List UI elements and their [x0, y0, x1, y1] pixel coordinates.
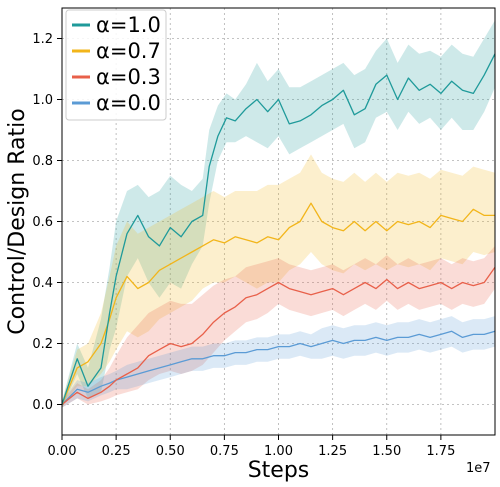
legend-entry: α=0.3: [96, 65, 161, 89]
band-alpha-0-7: [62, 154, 495, 408]
y-axis-ticks: 0.0 0.2 0.4 0.6 0.8 1.0 1.2: [32, 32, 62, 413]
y-tick-label: 0.8: [32, 154, 53, 169]
x-axis-label: Steps: [248, 458, 310, 483]
x-tick-label: 1.25: [318, 444, 347, 459]
y-tick-label: 0.0: [32, 398, 53, 413]
legend-entry: α=0.7: [96, 39, 161, 63]
x-tick-label: 0.75: [210, 444, 239, 459]
line-alpha-0-0: [61, 330, 496, 405]
band-alpha-0-3: [62, 245, 495, 408]
grid: [61, 8, 495, 435]
legend-entry: α=1.0: [96, 13, 161, 37]
line-alpha-1-0: [61, 53, 496, 405]
legend-entry: α=0.0: [96, 91, 161, 115]
x-tick-label: 0.25: [102, 444, 131, 459]
series-lines: [61, 53, 496, 406]
confidence-bands: [62, 20, 495, 408]
line-alpha-0-3: [61, 266, 496, 406]
x-tick-label: 0.00: [48, 444, 77, 459]
x-tick-label: 0.50: [156, 444, 185, 459]
band-alpha-0-0: [62, 316, 495, 408]
band-alpha-1-0: [62, 20, 495, 408]
x-axis-ticks: 0.00 0.25 0.50 0.75 1.00 1.25 1.50 1.75: [48, 435, 455, 459]
y-tick-label: 0.2: [32, 337, 53, 352]
x-tick-label: 1.50: [372, 444, 401, 459]
x-tick-label: 1.75: [426, 444, 455, 459]
line-alpha-0-7: [61, 202, 495, 405]
legend-frame: [65, 9, 167, 121]
legend: α=1.0α=0.7α=0.3α=0.0: [65, 9, 167, 121]
y-axis-label: Control/Design Ratio: [5, 108, 30, 334]
y-tick-label: 0.6: [32, 215, 53, 230]
x-tick-label: 1.00: [264, 444, 293, 459]
y-tick-label: 1.0: [32, 93, 53, 108]
x-axis-offset-label: 1e7: [466, 461, 491, 476]
y-tick-label: 1.2: [32, 32, 53, 47]
y-tick-label: 0.4: [32, 276, 53, 291]
